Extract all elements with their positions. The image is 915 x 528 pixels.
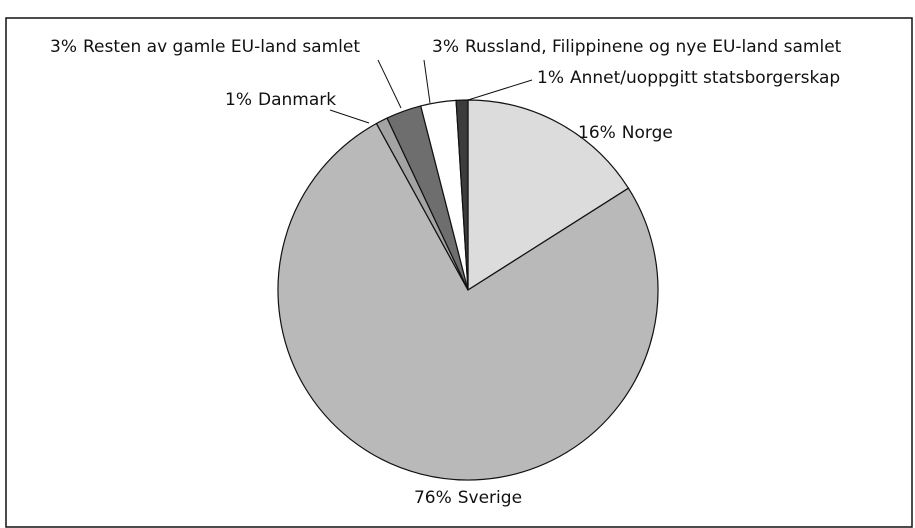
category-label: Annet/uoppgitt statsborgerskap (570, 68, 840, 88)
slice-label: 3% Russland, Filippinene og nye EU-land s… (432, 37, 842, 57)
leader-line (467, 79, 533, 101)
slice-label: 1% Annet/uoppgitt statsborgerskap (537, 68, 840, 88)
value-label: 1% (537, 68, 564, 88)
value-label: 1% (225, 90, 252, 110)
value-label: 16% (578, 123, 616, 143)
slice-label: 76% Sverige (414, 488, 522, 508)
pie-slice (455, 99, 469, 291)
category-label: Sverige (458, 488, 522, 508)
category-label: Resten av gamle EU-land samlet (83, 37, 360, 57)
leader-line (377, 59, 402, 109)
category-label: Russland, Filippinene og nye EU-land sam… (465, 37, 842, 57)
pie-slice (277, 122, 659, 481)
value-label: 3% (432, 37, 459, 57)
value-label: 76% (414, 488, 452, 508)
slice-label: 3% Resten av gamle EU-land samlet (50, 37, 360, 57)
leader-line (329, 109, 370, 124)
leader-line (423, 59, 431, 104)
slice-label: 16% Norge (578, 123, 673, 143)
slice-label: 1% Danmark (225, 90, 336, 110)
value-label: 3% (50, 37, 77, 57)
category-label: Danmark (258, 90, 336, 110)
pie-slice (467, 99, 630, 292)
category-label: Norge (622, 123, 673, 143)
